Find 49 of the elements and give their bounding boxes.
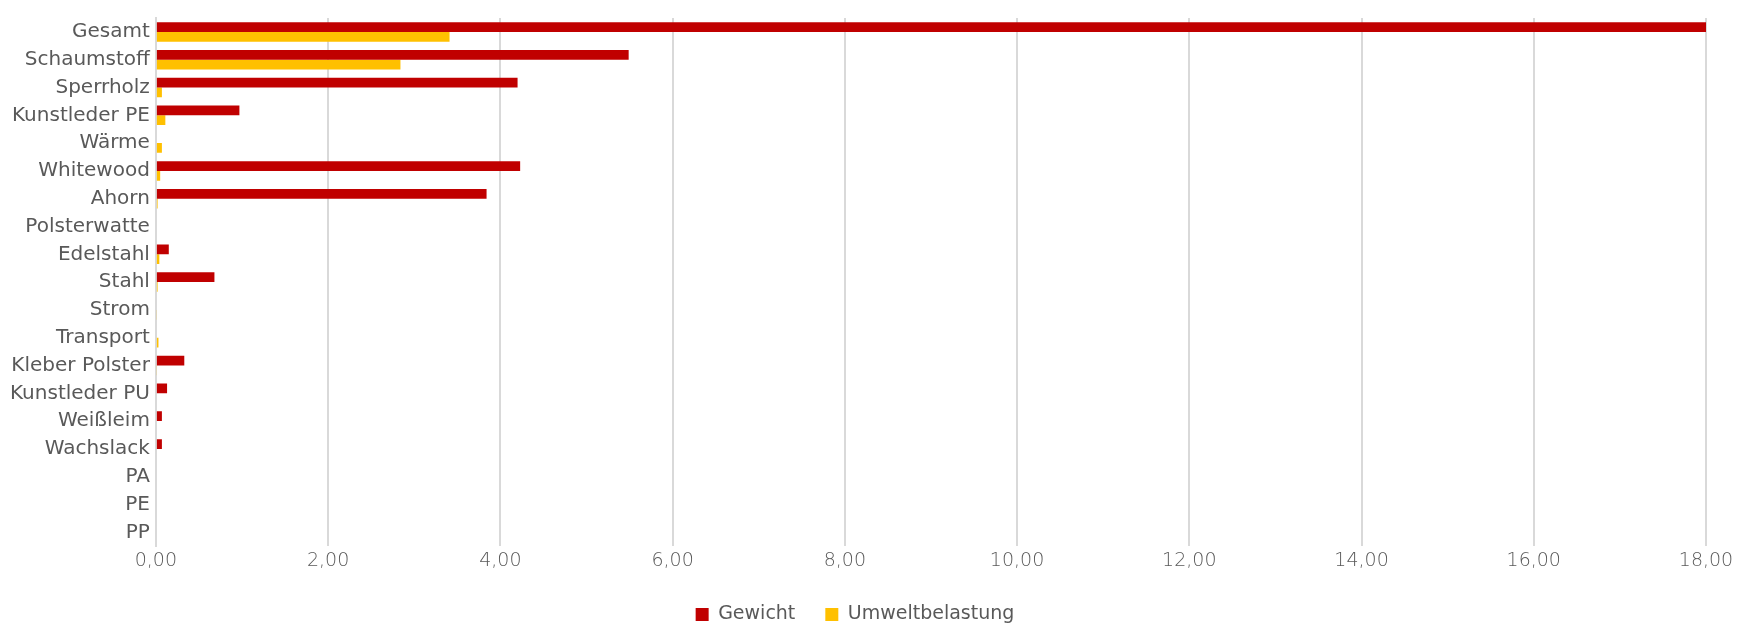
bar — [156, 383, 168, 394]
bar — [156, 105, 240, 116]
y-tick-label: Gesamt — [72, 18, 151, 43]
x-tick-label: 14,00 — [1334, 547, 1389, 570]
x-tick-label: 18,00 — [1678, 547, 1734, 570]
y-tick-label: Kleber Polster — [11, 351, 151, 376]
legend-label: Umweltbelastung — [847, 601, 1015, 624]
bar — [156, 143, 162, 153]
y-tick-label: Weißleim — [57, 407, 150, 432]
y-tick-label: PP — [125, 518, 150, 543]
bar — [156, 188, 487, 199]
bar — [156, 22, 1706, 32]
y-tick-label: PA — [125, 462, 151, 487]
x-tick-label: 12,00 — [1162, 547, 1217, 570]
y-tick-label: Wachslack — [44, 435, 151, 460]
y-tick-label: Stahl — [98, 268, 150, 293]
bar — [156, 244, 169, 255]
legend-label: Gewicht — [718, 601, 796, 624]
y-tick-label: Strom — [89, 296, 150, 321]
bar — [156, 49, 629, 60]
y-tick-label: Transport — [55, 323, 151, 348]
x-tick-label: 6,00 — [651, 547, 694, 570]
bar — [156, 87, 162, 98]
bar — [156, 411, 162, 422]
bar — [156, 115, 166, 126]
y-tick-label: Edelstahl — [57, 240, 150, 265]
bar — [156, 272, 215, 283]
y-tick-label: Whitewood — [38, 157, 150, 182]
y-tick-label: Ahorn — [90, 184, 150, 209]
y-tick-label: Polsterwatte — [25, 212, 150, 237]
bar — [156, 31, 450, 42]
x-tick-label: 10,00 — [989, 547, 1045, 570]
bar — [156, 59, 401, 70]
bar — [156, 77, 518, 88]
x-tick-label: 16,00 — [1506, 547, 1561, 570]
y-tick-label: Wärme — [79, 129, 150, 154]
x-tick-label: 2,00 — [306, 547, 350, 570]
x-tick-label: 8,00 — [823, 547, 866, 570]
y-tick-label: Schaumstoff — [24, 45, 152, 70]
x-tick-label: 4,00 — [479, 547, 522, 570]
y-tick-label: Kunstleder PE — [12, 101, 150, 126]
bar — [156, 439, 162, 449]
bar — [156, 161, 521, 171]
bar — [156, 170, 161, 181]
x-tick-label: 0,00 — [134, 547, 178, 570]
y-tick-label: Sperrholz — [55, 73, 150, 98]
y-tick-label: PE — [125, 490, 150, 515]
bar — [156, 355, 185, 366]
y-tick-label: Kunstleder PU — [10, 379, 150, 404]
